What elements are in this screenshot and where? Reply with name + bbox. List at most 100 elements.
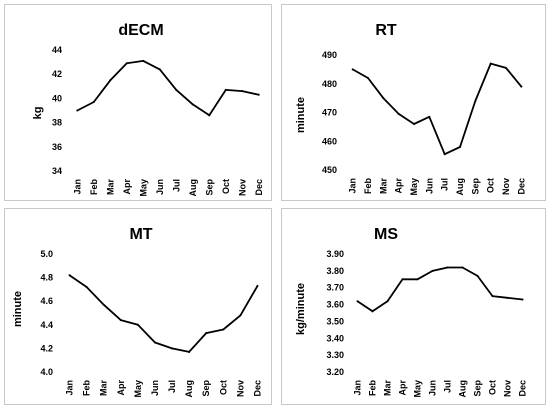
y-tick-label: 4.4 (40, 320, 53, 330)
x-tick-label: Apr (398, 380, 408, 396)
data-point (416, 278, 419, 281)
x-tick-label: Sep (201, 380, 211, 397)
x-tick-label: Sep (473, 380, 483, 397)
data-point (175, 88, 178, 91)
data-point (356, 300, 359, 303)
x-tick-label: Jul (440, 178, 450, 191)
series-line (76, 60, 259, 117)
data-point (461, 266, 464, 269)
x-tick-label: Apr (116, 380, 126, 396)
data-point (208, 114, 211, 117)
chart-decm: dECM kg 34 36 38 40 42 44 Jan Feb Mar Apr May Jun Ju… (32, 22, 264, 197)
x-tick-label: Oct (221, 179, 231, 194)
chart-panel-ms: MS kg/minute 3.20 3.30 3.40 3.50 3.60 3.70 3.8… (281, 208, 546, 405)
x-tick-label: Sep (470, 178, 480, 195)
data-point (382, 97, 385, 100)
y-axis-label: minute (295, 97, 307, 133)
data-point (506, 296, 509, 299)
x-tick-label: Jun (155, 179, 165, 195)
data-point (205, 332, 208, 335)
y-axis-label: kg/minute (295, 283, 307, 335)
y-tick-label: 470 (322, 108, 337, 118)
chart-panel-rt: RT minute 450 460 470 480 490 Jan Feb Mar Apr May… (281, 4, 546, 201)
data-point (397, 112, 400, 115)
x-tick-label: Jan (72, 179, 82, 195)
data-point (191, 103, 194, 106)
x-tick-label: Mar (383, 380, 393, 397)
data-point (222, 328, 225, 331)
y-tick-label: 4.6 (40, 296, 53, 306)
x-tick-label: Apr (122, 179, 132, 195)
y-tick-label: 4.8 (40, 273, 53, 283)
data-point (158, 68, 161, 71)
x-tick-label: Apr (394, 178, 404, 194)
data-point (428, 115, 431, 118)
x-tick-label: Feb (89, 179, 99, 196)
data-point (413, 123, 415, 125)
x-tick-label: Mar (99, 380, 109, 397)
chart-ms: MS kg/minute 3.20 3.30 3.40 3.50 3.60 3.70 3.8… (295, 226, 528, 398)
x-tick-label: Mar (378, 178, 388, 195)
x-tick-label: Nov (501, 178, 511, 195)
chart-title: RT (375, 22, 397, 39)
y-tick-label: 3.70 (326, 283, 344, 293)
y-tick-label: 38 (52, 118, 62, 128)
data-point (446, 266, 449, 269)
data-point (125, 62, 128, 65)
data-point (241, 90, 244, 93)
y-tick-label: 3.60 (326, 300, 344, 310)
x-tick-label: Feb (363, 178, 373, 195)
y-axis-label: kg (32, 107, 44, 120)
x-tick-label: Aug (188, 179, 198, 197)
x-tick-label: Aug (184, 380, 194, 398)
y-tick-label: 36 (52, 142, 62, 152)
y-tick-label: 44 (52, 45, 62, 55)
x-tick-label: Oct (218, 380, 228, 395)
x-tick-label: Sep (204, 179, 214, 196)
y-tick-label: 490 (322, 50, 337, 60)
y-tick-label: 3.90 (326, 249, 344, 259)
x-tick-label: Dec (518, 380, 528, 397)
y-tick-label: 3.20 (326, 367, 344, 377)
chart-title: MT (129, 226, 152, 243)
x-tick-label: Jul (443, 380, 453, 393)
data-point (367, 77, 369, 79)
y-tick-label: 460 (322, 136, 337, 146)
data-point (489, 62, 492, 65)
data-point (224, 88, 227, 91)
x-tick-label: May (413, 380, 423, 398)
series-line (68, 274, 259, 353)
x-tick-label: Jul (167, 380, 177, 393)
y-tick-label: 42 (52, 69, 62, 79)
x-tick-label: Jan (353, 380, 363, 396)
y-tick-label: 3.30 (326, 350, 344, 360)
data-point (102, 303, 105, 306)
data-point (521, 298, 524, 301)
data-point (136, 323, 139, 326)
x-tick-label: Jul (171, 179, 181, 192)
data-point (256, 284, 259, 287)
y-tick-label: 34 (52, 166, 62, 176)
x-tick-label: Dec (254, 179, 264, 196)
data-point (351, 68, 354, 71)
data-point (92, 101, 95, 104)
x-tick-label: Jun (424, 178, 434, 194)
data-point (188, 350, 191, 353)
data-point (459, 146, 461, 148)
chart-rt: RT minute 450 460 470 480 490 Jan Feb Mar Apr May… (295, 22, 526, 196)
y-axis-label: minute (12, 291, 24, 327)
x-tick-label: Oct (486, 178, 496, 193)
x-tick-label: Nov (237, 179, 247, 196)
chart-title: dECM (118, 22, 163, 39)
x-tick-label: May (138, 179, 148, 197)
chart-title: MS (374, 226, 398, 243)
x-tick-label: Nov (235, 380, 245, 397)
data-point (386, 300, 389, 303)
y-tick-label: 3.80 (326, 266, 344, 276)
chart-panel-decm: dECM kg 34 36 38 40 42 44 Jan Feb Mar Apr May Jun Ju… (4, 4, 272, 201)
data-point (431, 269, 434, 272)
y-tick-label: 3.40 (326, 333, 344, 343)
data-point (239, 314, 242, 317)
series-line (356, 266, 523, 313)
x-tick-label: Jun (150, 380, 160, 396)
